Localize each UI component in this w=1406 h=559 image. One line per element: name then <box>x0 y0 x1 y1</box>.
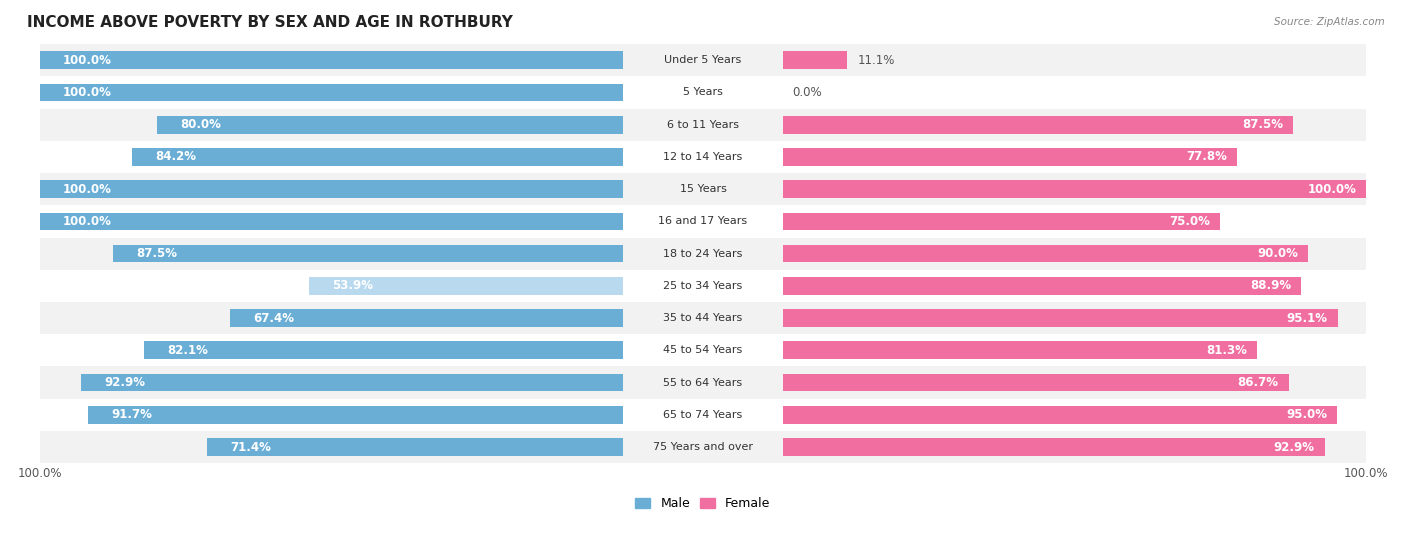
Bar <box>207 438 623 456</box>
Text: 75 Years and over: 75 Years and over <box>652 442 754 452</box>
Bar <box>783 373 1288 391</box>
Bar <box>309 277 623 295</box>
Bar <box>39 431 1367 463</box>
Text: 100.0%: 100.0% <box>63 215 112 228</box>
Text: 84.2%: 84.2% <box>155 150 197 163</box>
Text: 82.1%: 82.1% <box>167 344 208 357</box>
Text: Source: ZipAtlas.com: Source: ZipAtlas.com <box>1274 17 1385 27</box>
Text: 88.9%: 88.9% <box>1250 280 1292 292</box>
Text: 80.0%: 80.0% <box>180 118 221 131</box>
Bar <box>39 270 1367 302</box>
Text: 6 to 11 Years: 6 to 11 Years <box>666 120 740 130</box>
Text: 87.5%: 87.5% <box>1243 118 1284 131</box>
Text: 95.1%: 95.1% <box>1286 311 1327 325</box>
Bar <box>39 238 1367 270</box>
Bar <box>39 334 1367 367</box>
Bar <box>783 438 1324 456</box>
Text: 77.8%: 77.8% <box>1185 150 1226 163</box>
Text: 81.3%: 81.3% <box>1206 344 1247 357</box>
Text: 18 to 24 Years: 18 to 24 Years <box>664 249 742 259</box>
Text: 100.0%: 100.0% <box>18 467 62 480</box>
Bar <box>39 141 1367 173</box>
Text: 95.0%: 95.0% <box>1286 408 1327 421</box>
Text: 45 to 54 Years: 45 to 54 Years <box>664 345 742 356</box>
Text: 5 Years: 5 Years <box>683 87 723 97</box>
Bar <box>39 367 1367 399</box>
Bar <box>39 302 1367 334</box>
Text: 67.4%: 67.4% <box>253 311 294 325</box>
Text: 55 to 64 Years: 55 to 64 Years <box>664 377 742 387</box>
Text: 25 to 34 Years: 25 to 34 Years <box>664 281 742 291</box>
Text: 100.0%: 100.0% <box>63 86 112 99</box>
Text: 0.0%: 0.0% <box>793 86 823 99</box>
Text: 86.7%: 86.7% <box>1237 376 1278 389</box>
Bar <box>783 342 1257 359</box>
Legend: Male, Female: Male, Female <box>630 492 776 515</box>
Bar <box>39 173 1367 205</box>
Bar <box>783 309 1337 327</box>
Text: 16 and 17 Years: 16 and 17 Years <box>658 216 748 226</box>
Bar <box>132 148 623 166</box>
Text: 15 Years: 15 Years <box>679 184 727 194</box>
Bar <box>145 342 623 359</box>
Bar <box>39 51 623 69</box>
Bar <box>39 181 623 198</box>
Text: 65 to 74 Years: 65 to 74 Years <box>664 410 742 420</box>
Bar <box>783 277 1302 295</box>
Bar <box>783 181 1367 198</box>
Bar <box>39 205 1367 238</box>
Text: 100.0%: 100.0% <box>1344 467 1388 480</box>
Text: 12 to 14 Years: 12 to 14 Years <box>664 152 742 162</box>
Bar <box>783 406 1337 424</box>
Bar <box>112 245 623 263</box>
Text: 100.0%: 100.0% <box>1308 183 1357 196</box>
Text: 91.7%: 91.7% <box>111 408 152 421</box>
Text: 92.9%: 92.9% <box>1274 440 1315 453</box>
Text: 100.0%: 100.0% <box>63 54 112 67</box>
Text: 11.1%: 11.1% <box>858 54 894 67</box>
Bar <box>156 116 623 134</box>
Text: 35 to 44 Years: 35 to 44 Years <box>664 313 742 323</box>
Bar <box>39 212 623 230</box>
Bar <box>39 44 1367 77</box>
Text: Under 5 Years: Under 5 Years <box>665 55 741 65</box>
Bar <box>783 116 1294 134</box>
Bar <box>783 212 1220 230</box>
Bar <box>39 84 623 101</box>
Text: 92.9%: 92.9% <box>104 376 145 389</box>
Bar <box>783 148 1237 166</box>
Bar <box>783 245 1308 263</box>
Text: 100.0%: 100.0% <box>63 183 112 196</box>
Bar <box>39 108 1367 141</box>
Text: 53.9%: 53.9% <box>332 280 373 292</box>
Bar <box>231 309 623 327</box>
Text: 75.0%: 75.0% <box>1170 215 1211 228</box>
Bar <box>39 77 1367 108</box>
Bar <box>39 399 1367 431</box>
Text: 87.5%: 87.5% <box>136 247 177 260</box>
Text: 71.4%: 71.4% <box>231 440 271 453</box>
Bar <box>89 406 623 424</box>
Text: 90.0%: 90.0% <box>1257 247 1298 260</box>
Text: INCOME ABOVE POVERTY BY SEX AND AGE IN ROTHBURY: INCOME ABOVE POVERTY BY SEX AND AGE IN R… <box>27 15 512 30</box>
Bar <box>783 51 848 69</box>
Bar <box>82 373 623 391</box>
